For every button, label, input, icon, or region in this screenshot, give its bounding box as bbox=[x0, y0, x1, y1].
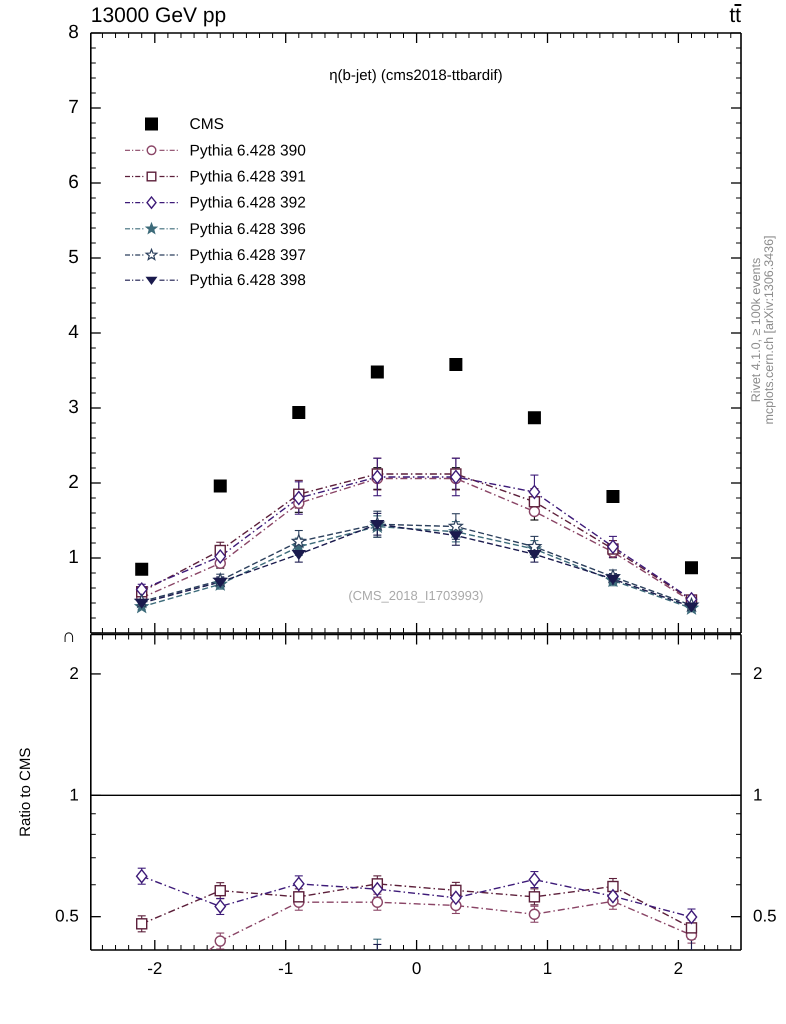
svg-text:-1: -1 bbox=[278, 959, 293, 978]
svg-text:Ratio to CMS: Ratio to CMS bbox=[17, 748, 34, 837]
svg-text:(CMS_2018_I1703993): (CMS_2018_I1703993) bbox=[348, 588, 483, 603]
svg-text:η(b-jet) (cms2018-ttbardif): η(b-jet) (cms2018-ttbardif) bbox=[329, 67, 502, 84]
svg-text:5: 5 bbox=[68, 247, 79, 268]
svg-text:13000 GeV pp: 13000 GeV pp bbox=[91, 4, 226, 27]
svg-text:Pythia 6.428 396: Pythia 6.428 396 bbox=[190, 221, 306, 238]
svg-text:1: 1 bbox=[753, 785, 762, 804]
svg-text:mcplots.cern.ch [arXiv:1306.34: mcplots.cern.ch [arXiv:1306.3436] bbox=[762, 236, 776, 425]
svg-text:Pythia 6.428 397: Pythia 6.428 397 bbox=[190, 247, 306, 264]
svg-text:7: 7 bbox=[68, 97, 79, 118]
svg-text:0: 0 bbox=[412, 959, 421, 978]
svg-text:∩: ∩ bbox=[62, 626, 76, 647]
svg-text:Pythia 6.428 392: Pythia 6.428 392 bbox=[190, 195, 306, 212]
svg-text:Pythia 6.428 391: Pythia 6.428 391 bbox=[190, 169, 306, 186]
svg-text:2: 2 bbox=[753, 664, 762, 683]
svg-text:2: 2 bbox=[69, 664, 78, 683]
svg-text:1: 1 bbox=[69, 785, 78, 804]
svg-text:-2: -2 bbox=[147, 959, 162, 978]
svg-text:1: 1 bbox=[68, 547, 79, 568]
svg-text:0.5: 0.5 bbox=[55, 907, 79, 926]
svg-text:Rivet 4.1.0, ≥ 100k events: Rivet 4.1.0, ≥ 100k events bbox=[749, 258, 763, 402]
svg-text:CMS: CMS bbox=[190, 116, 224, 133]
svg-text:1: 1 bbox=[543, 959, 552, 978]
svg-text:6: 6 bbox=[68, 172, 79, 193]
svg-text:tt: tt bbox=[729, 4, 741, 27]
svg-text:2: 2 bbox=[674, 959, 683, 978]
svg-text:4: 4 bbox=[68, 322, 79, 343]
svg-text:Pythia 6.428 398: Pythia 6.428 398 bbox=[190, 272, 306, 289]
svg-text:Pythia 6.428 390: Pythia 6.428 390 bbox=[190, 142, 307, 159]
svg-text:3: 3 bbox=[68, 397, 79, 418]
svg-text:2: 2 bbox=[68, 472, 79, 493]
svg-text:8: 8 bbox=[68, 22, 79, 43]
svg-text:0.5: 0.5 bbox=[753, 907, 777, 926]
